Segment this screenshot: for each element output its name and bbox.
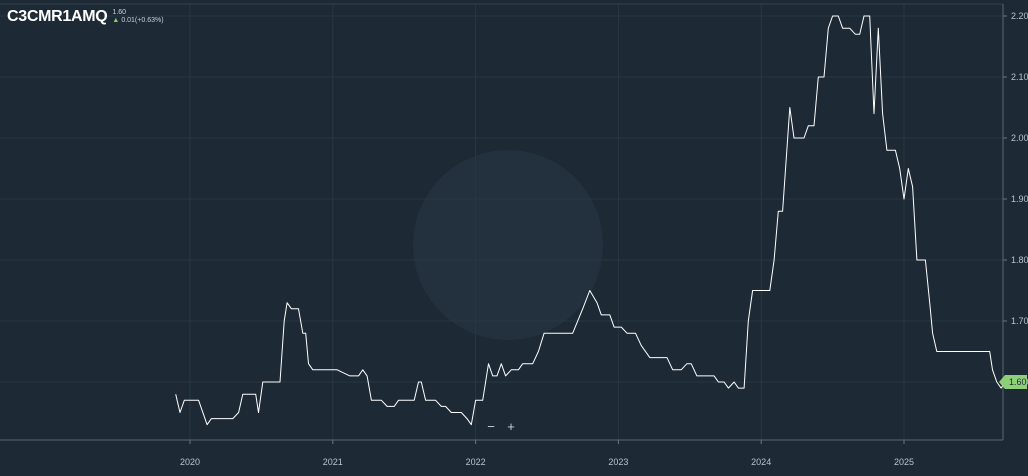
x-tick-label: 2022 bbox=[466, 457, 486, 467]
y-tick-label: 1.70 bbox=[1011, 316, 1028, 326]
last-price: 1.60 bbox=[112, 9, 127, 16]
x-tick-label: 2024 bbox=[751, 457, 771, 467]
up-arrow-icon: ▲ bbox=[112, 17, 120, 24]
x-tick-label: 2023 bbox=[608, 457, 628, 467]
y-tick-label: 2.10 bbox=[1011, 72, 1028, 82]
axis-lines bbox=[0, 3, 1004, 441]
x-tick-label: 2025 bbox=[894, 457, 914, 467]
y-tick-label: 2.20 bbox=[1011, 11, 1028, 21]
ticker-symbol: C3CMR1AMQ bbox=[7, 8, 108, 25]
y-tick-label: 2.00 bbox=[1011, 133, 1028, 143]
price-change: ▲ 0.01(+0.63%) bbox=[112, 17, 163, 25]
chart-header: C3CMR1AMQ 1.60 ▲ 0.01(+0.63%) bbox=[7, 8, 164, 26]
x-tick-label: 2021 bbox=[323, 457, 343, 467]
quote-block: 1.60 ▲ 0.01(+0.63%) bbox=[112, 9, 163, 25]
zoom-out-button[interactable]: − bbox=[487, 419, 495, 434]
y-tick-label: 1.90 bbox=[1011, 194, 1028, 204]
zoom-controls: − + bbox=[484, 420, 518, 434]
zoom-in-button[interactable]: + bbox=[507, 419, 515, 434]
watermark-circle bbox=[413, 150, 603, 340]
series-layer bbox=[175, 15, 1006, 426]
y-tick-label: 1.80 bbox=[1011, 255, 1028, 265]
series-line bbox=[175, 15, 1006, 426]
y-axis-labels: 2.20 2.10 2.00 1.90 1.80 1.70 1.60 bbox=[1011, 11, 1028, 387]
x-axis-labels: 2020 2021 2022 2023 2024 2025 bbox=[180, 457, 914, 467]
watermark-logo bbox=[413, 150, 603, 340]
last-value-label: 1.60 bbox=[1009, 377, 1027, 387]
badge-shape bbox=[999, 375, 1027, 389]
price-change-value: 0.01(+0.63%) bbox=[121, 17, 164, 24]
x-tick-label: 2020 bbox=[180, 457, 200, 467]
last-value-badge: 1.60 bbox=[999, 375, 1027, 389]
